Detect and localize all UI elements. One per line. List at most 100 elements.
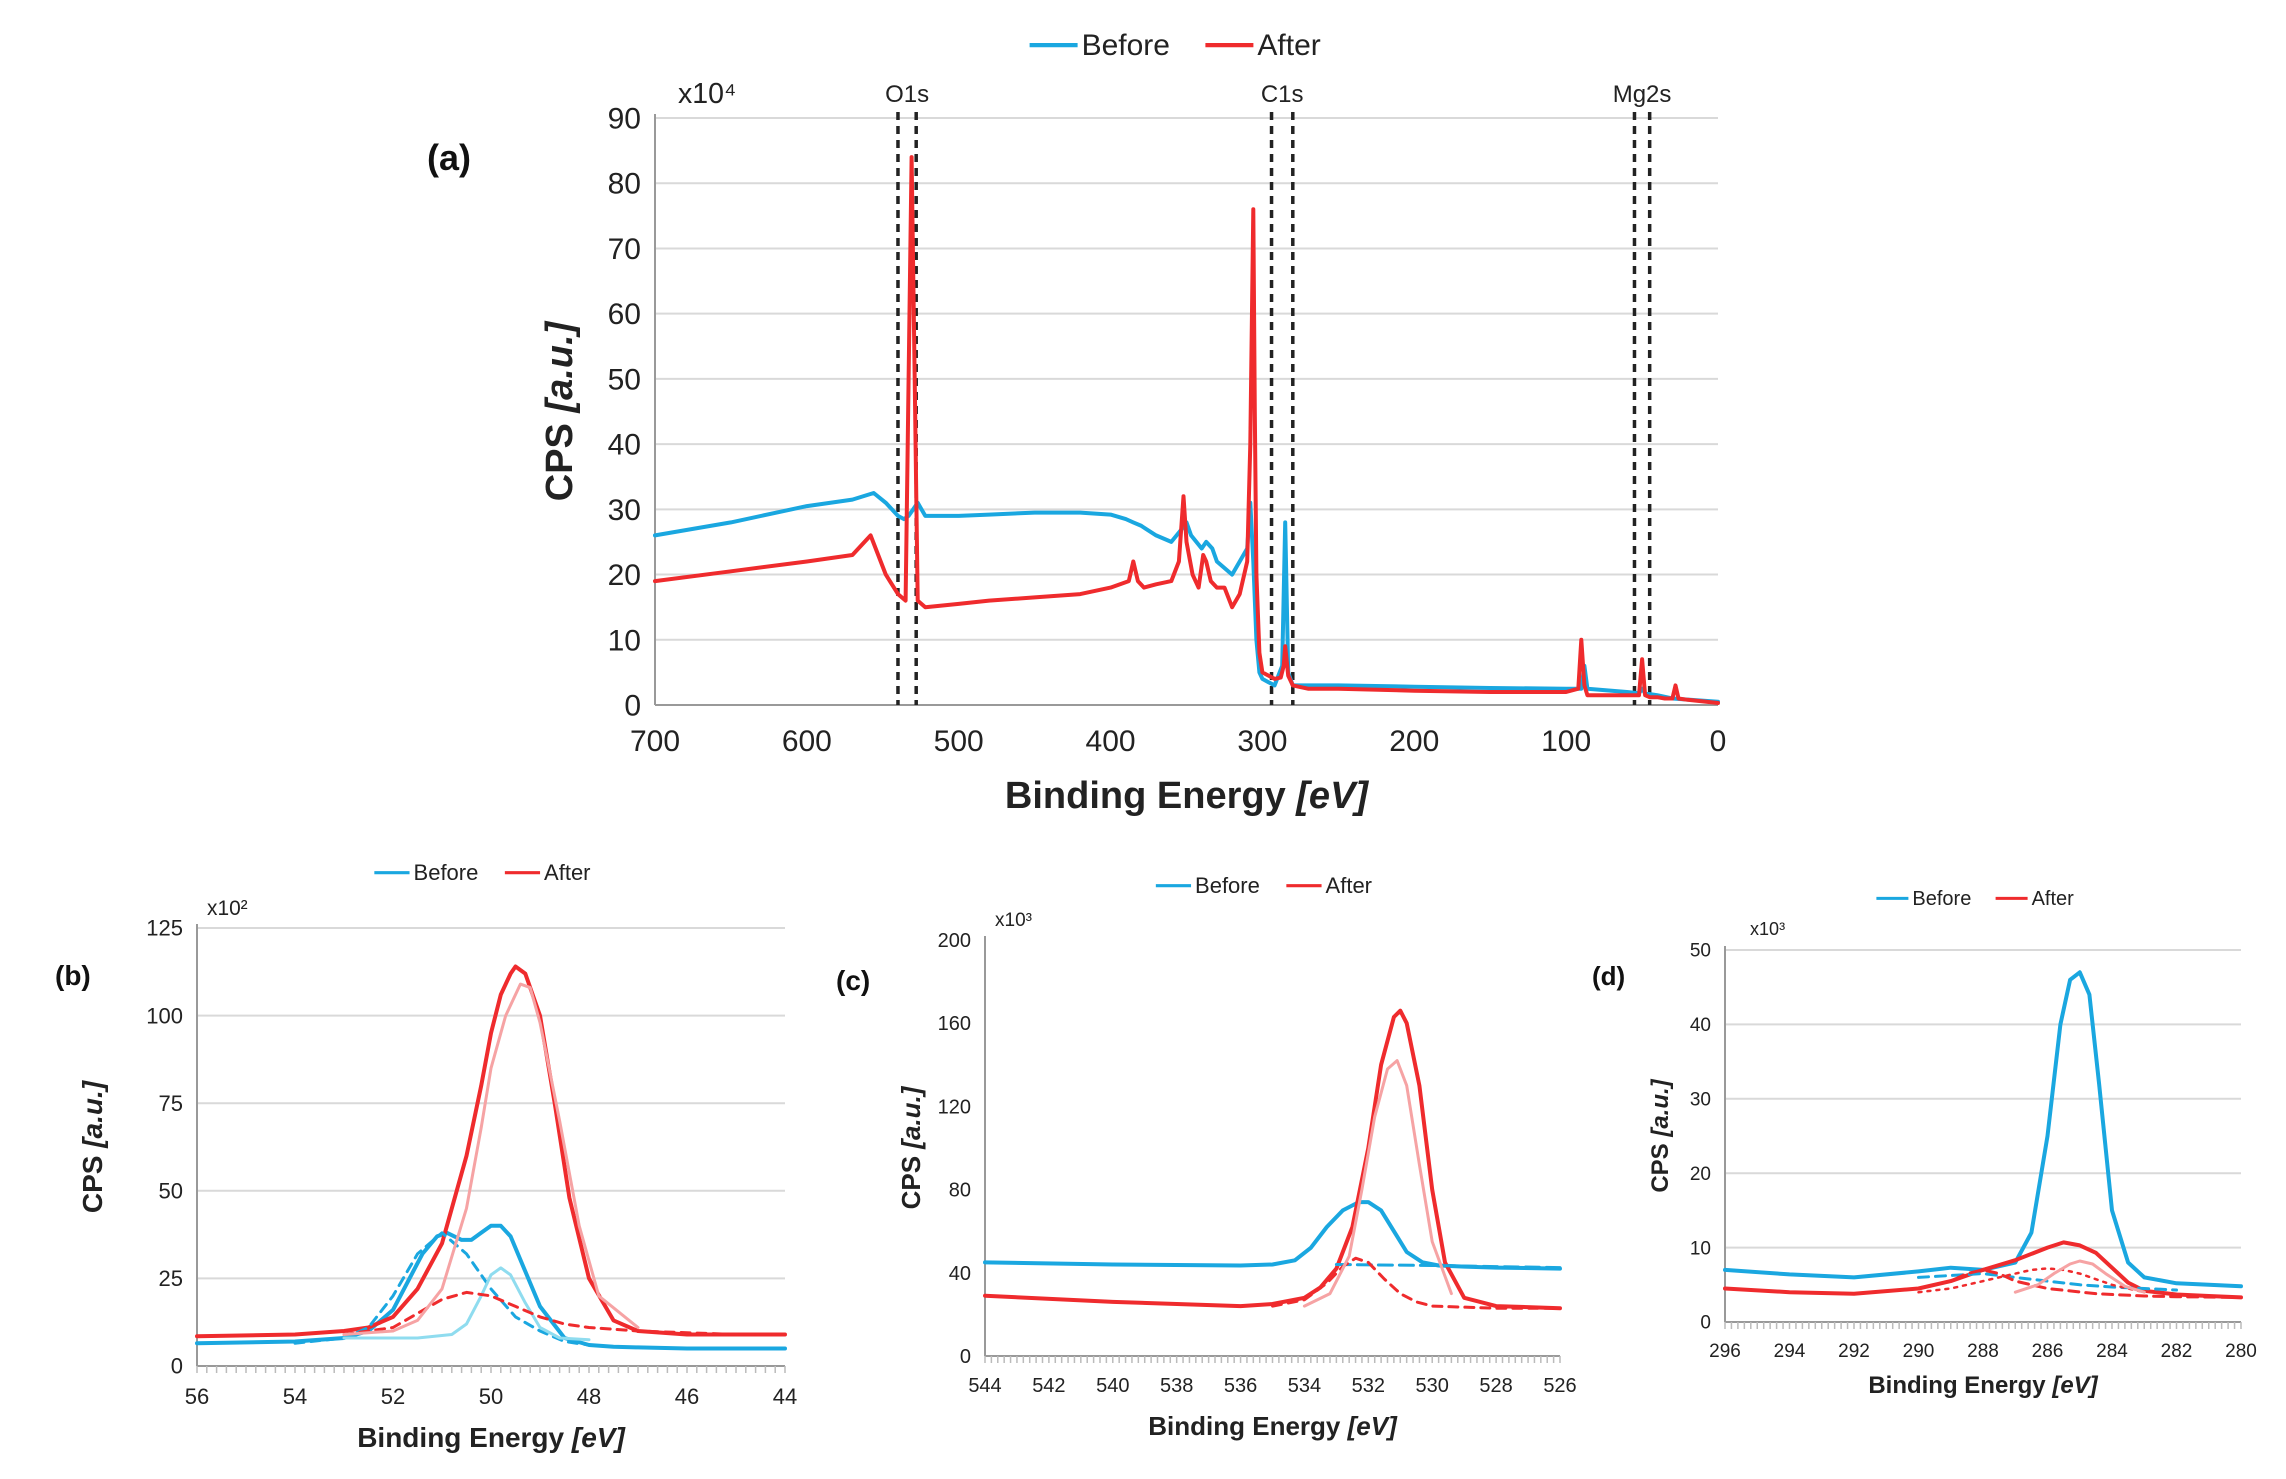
chart-panel-a: 0 10 20 30 40 50 60 70 80 90 700 600 500 400 300 200 100… bbox=[427, 29, 1726, 817]
axis-multiplier: x10³ bbox=[995, 910, 1032, 931]
y-axis-title: CPS [a.u.] bbox=[539, 320, 581, 501]
x-tick-label: 280 bbox=[2225, 1341, 2257, 1362]
x-tick-label: 284 bbox=[2096, 1341, 2128, 1362]
series-line-before-fit bbox=[1917, 1272, 2178, 1292]
y-tick-label: 30 bbox=[608, 494, 641, 527]
y-tick-label: 20 bbox=[608, 559, 641, 592]
series-line-after-fit-2 bbox=[1302, 1059, 1453, 1308]
axis-multiplier: x10⁴ bbox=[678, 78, 736, 110]
series-line-after-fit-2 bbox=[1917, 1267, 2146, 1294]
y-tick-label: 30 bbox=[1690, 1089, 1711, 1110]
x-axis-title: Binding Energy [eV] bbox=[1868, 1372, 2098, 1399]
y-tick-label: 40 bbox=[1690, 1015, 1711, 1036]
legend-entry: Before bbox=[1029, 29, 1170, 62]
x-tick-label: 288 bbox=[1967, 1341, 1999, 1362]
x-tick-label: 296 bbox=[1709, 1341, 1741, 1362]
legend-label: After bbox=[1257, 29, 1320, 62]
y-tick-label: 60 bbox=[608, 298, 641, 331]
x-tick-label: 50 bbox=[479, 1384, 503, 1409]
legend-label: After bbox=[1326, 873, 1372, 898]
panel-label: (b) bbox=[55, 960, 91, 991]
legend-label: After bbox=[544, 860, 590, 885]
y-tick-label: 0 bbox=[171, 1354, 183, 1379]
y-tick-label: 120 bbox=[938, 1096, 971, 1118]
legend-entry: After bbox=[1995, 888, 2074, 910]
series-line-after-fit-2 bbox=[342, 982, 640, 1336]
axis-multiplier: x10² bbox=[207, 897, 248, 920]
x-tick-label: 56 bbox=[185, 1384, 209, 1409]
x-axis-title: Binding Energy [eV] bbox=[1005, 775, 1369, 817]
panel-label: (d) bbox=[1592, 961, 1625, 991]
series-line-before bbox=[1723, 970, 2243, 1289]
y-tick-label: 70 bbox=[608, 233, 641, 266]
series-line-after-fit-3 bbox=[2013, 1259, 2146, 1294]
y-tick-label: 10 bbox=[608, 624, 641, 657]
y-tick-label: 75 bbox=[159, 1091, 183, 1116]
x-tick-label: 526 bbox=[1543, 1375, 1576, 1397]
series-line-before bbox=[983, 1200, 1562, 1271]
y-tick-label: 125 bbox=[146, 916, 183, 941]
legend-label: Before bbox=[1082, 29, 1170, 62]
series-line-after-fit-1 bbox=[1852, 1268, 2243, 1299]
x-tick-label: 600 bbox=[782, 725, 832, 758]
x-tick-label: 292 bbox=[1838, 1341, 1870, 1362]
x-tick-label: 544 bbox=[968, 1375, 1001, 1397]
series-line-before-fit-2 bbox=[342, 1266, 591, 1342]
series-line-before-fit bbox=[1334, 1263, 1562, 1270]
legend-label: Before bbox=[1195, 873, 1260, 898]
peak-annotation: Mg2s bbox=[1613, 81, 1672, 108]
y-tick-label: 160 bbox=[938, 1013, 971, 1035]
y-tick-label: 50 bbox=[608, 363, 641, 396]
legend-entry: Before bbox=[374, 860, 478, 885]
y-axis-title: CPS [a.u.] bbox=[1647, 1078, 1674, 1192]
series-line-before bbox=[195, 1223, 787, 1351]
legend-label: Before bbox=[414, 860, 479, 885]
x-tick-label: 500 bbox=[934, 725, 984, 758]
y-tick-label: 20 bbox=[1690, 1164, 1711, 1185]
x-tick-label: 528 bbox=[1479, 1375, 1512, 1397]
series-line-after bbox=[983, 1008, 1562, 1311]
x-axis-title: Binding Energy [eV] bbox=[357, 1422, 626, 1453]
peak-annotation: C1s bbox=[1261, 81, 1304, 108]
x-tick-label: 0 bbox=[1710, 725, 1727, 758]
y-tick-label: 50 bbox=[159, 1179, 183, 1204]
panel-label: (c) bbox=[836, 965, 870, 996]
x-tick-label: 46 bbox=[675, 1384, 699, 1409]
x-tick-label: 540 bbox=[1096, 1375, 1129, 1397]
x-tick-label: 54 bbox=[283, 1384, 307, 1409]
x-tick-label: 286 bbox=[2032, 1341, 2064, 1362]
y-tick-label: 50 bbox=[1690, 941, 1711, 962]
legend-label: Before bbox=[1912, 888, 1971, 910]
x-tick-label: 300 bbox=[1237, 725, 1287, 758]
y-tick-label: 25 bbox=[159, 1266, 183, 1291]
series-line-after bbox=[653, 155, 1720, 705]
y-axis-title: CPS [a.u.] bbox=[77, 1079, 108, 1213]
series-line-before-fit-1 bbox=[293, 1231, 615, 1349]
chart-panel-c: 0 40 80 120 160 200 544 542 540 538 536 534 532 530 52… bbox=[836, 873, 1577, 1441]
x-tick-label: 100 bbox=[1541, 725, 1591, 758]
y-axis-title: CPS [a.u.] bbox=[896, 1085, 926, 1209]
legend-entry: Before bbox=[1155, 873, 1260, 898]
y-tick-label: 80 bbox=[949, 1180, 971, 1202]
x-tick-label: 294 bbox=[1774, 1341, 1806, 1362]
y-tick-label: 80 bbox=[608, 168, 641, 201]
legend-entry: After bbox=[1286, 873, 1372, 898]
series-line-after-fit-1 bbox=[342, 1290, 787, 1336]
peak-annotation: O1s bbox=[885, 81, 929, 108]
y-tick-label: 0 bbox=[1700, 1313, 1711, 1334]
x-tick-label: 532 bbox=[1352, 1375, 1385, 1397]
series-line-after bbox=[195, 964, 787, 1339]
axis-multiplier: x10³ bbox=[1750, 919, 1785, 939]
legend-entry: Before bbox=[1876, 888, 1971, 910]
x-tick-label: 536 bbox=[1224, 1375, 1257, 1397]
x-tick-label: 400 bbox=[1086, 725, 1136, 758]
x-tick-label: 538 bbox=[1160, 1375, 1193, 1397]
x-tick-label: 290 bbox=[1903, 1341, 1935, 1362]
y-tick-label: 40 bbox=[608, 429, 641, 462]
x-tick-label: 700 bbox=[630, 725, 680, 758]
x-axis-title: Binding Energy [eV] bbox=[1148, 1411, 1398, 1441]
chart-panel-d: 0 10 20 30 40 50 296 294 292 290 288 286 284 282 280 x1… bbox=[1592, 888, 2257, 1399]
panel-label: (a) bbox=[427, 137, 471, 178]
x-tick-label: 530 bbox=[1416, 1375, 1449, 1397]
